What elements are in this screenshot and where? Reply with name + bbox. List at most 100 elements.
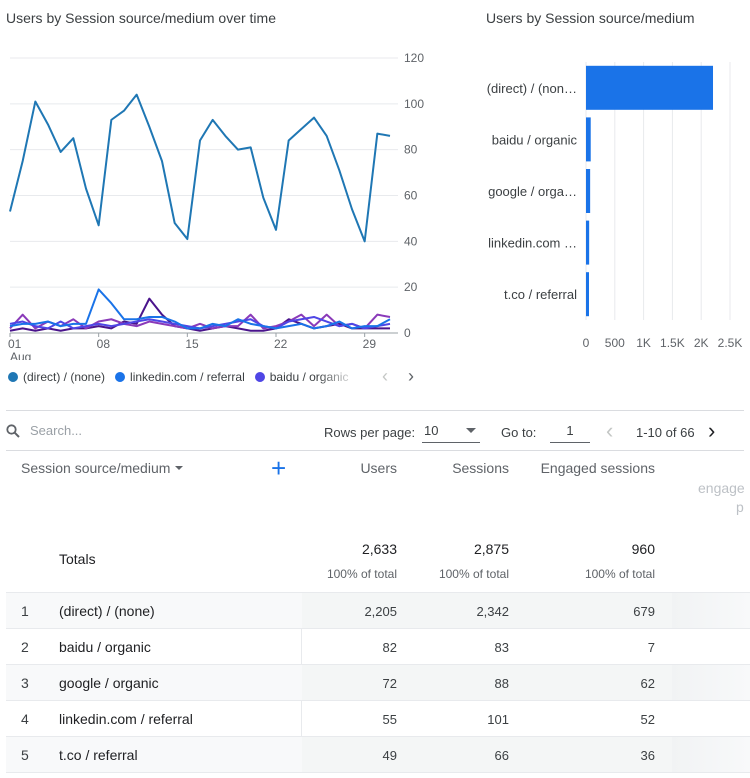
row-clip-shade <box>672 593 750 628</box>
row-clip-shade <box>672 665 750 700</box>
chevron-left-icon[interactable]: ‹ <box>382 367 388 385</box>
legend-label: linkedin.com / referral <box>130 370 245 384</box>
dimension-header[interactable]: Session source/medium <box>21 460 183 476</box>
search-box[interactable] <box>6 422 148 439</box>
table-row[interactable]: 3 google / organic 72 88 62 <box>6 664 750 700</box>
row-engaged-sessions: 7 <box>536 640 655 655</box>
category-label: linkedin.com … <box>488 236 577 251</box>
line-chart-title: Users by Session source/medium over time <box>6 10 276 26</box>
row-users: 72 <box>302 676 397 691</box>
series-line <box>10 315 390 329</box>
caret-down-icon <box>466 428 476 433</box>
row-number: 1 <box>21 603 29 619</box>
rows-per-page-label: Rows per page: <box>324 425 415 440</box>
total-percent: 100% of total <box>406 567 509 581</box>
column-header-sessions[interactable]: Sessions <box>430 460 509 476</box>
page-range: 1-10 of 66 <box>636 425 695 440</box>
row-number: 4 <box>21 711 29 727</box>
rows-per-page-value: 10 <box>424 423 438 438</box>
clipped-header-line: engage <box>698 480 750 496</box>
section-divider <box>6 410 744 411</box>
bar <box>586 221 589 265</box>
x-tick-label: 500 <box>605 336 625 350</box>
column-header-users[interactable]: Users <box>320 460 397 476</box>
row-number: 2 <box>21 639 29 655</box>
row-sessions: 88 <box>406 676 509 691</box>
dimension-header-label: Session source/medium <box>21 460 170 476</box>
total-percent: 100% of total <box>296 567 397 581</box>
row-dimension: google / organic <box>59 675 159 691</box>
y-tick-label: 60 <box>404 189 418 203</box>
row-users: 49 <box>302 748 397 763</box>
bar <box>586 169 590 213</box>
row-number: 5 <box>21 747 29 763</box>
chevron-right-icon[interactable]: › <box>708 418 715 444</box>
x-tick-label: 1K <box>636 336 651 350</box>
legend-fade <box>318 368 358 386</box>
row-clip-shade <box>672 737 750 772</box>
y-tick-label: 100 <box>404 97 424 111</box>
bar <box>586 272 589 316</box>
category-label: google / orga… <box>488 184 577 199</box>
column-header-engaged-sessions[interactable]: Engaged sessions <box>525 460 655 476</box>
toolbar-divider <box>6 450 744 451</box>
x-tick-label: 15 <box>185 337 199 351</box>
table-row[interactable]: 5 t.co / referral 49 66 36 <box>6 736 750 772</box>
bar-chart-title: Users by Session source/medium <box>486 10 695 26</box>
table-toolbar: Rows per page: 10 Go to: 1 ‹ 1-10 of 66 … <box>6 416 744 448</box>
totals-row: Totals 2,633 100% of total 2,875 100% of… <box>6 526 750 591</box>
clipped-column-header: engage p <box>680 478 750 522</box>
x-tick-label: 2K <box>694 336 709 350</box>
category-label: baidu / organic <box>492 132 578 147</box>
search-icon <box>6 424 20 438</box>
y-tick-label: 0 <box>404 326 411 340</box>
total-value: 2,633 <box>296 541 397 557</box>
line-chart: 120 100 80 60 40 20 0 01 08 15 22 29 Aug <box>0 40 440 360</box>
goto-label: Go to: <box>501 425 536 440</box>
x-tick-label: 08 <box>97 337 111 351</box>
add-dimension-button[interactable]: + <box>271 455 286 481</box>
x-tick-label: 1.5K <box>660 336 685 350</box>
bar <box>586 117 591 161</box>
total-users: 2,633 100% of total <box>296 541 397 581</box>
goto-input[interactable]: 1 <box>550 419 590 443</box>
bar <box>586 66 713 110</box>
total-value: 960 <box>536 541 655 557</box>
x-tick-label: 01 <box>8 337 22 351</box>
legend-dot <box>8 372 18 382</box>
row-sessions: 101 <box>406 712 509 727</box>
row-dimension: t.co / referral <box>59 747 138 763</box>
chevron-left-icon[interactable]: ‹ <box>606 418 613 444</box>
table-row[interactable]: 4 linkedin.com / referral 55 101 52 <box>6 700 750 736</box>
row-engaged-sessions: 62 <box>536 676 655 691</box>
row-dimension: baidu / organic <box>59 639 151 655</box>
x-month-label: Aug <box>10 350 31 360</box>
legend-item-linkedin[interactable]: linkedin.com / referral <box>115 370 245 384</box>
rows-per-page-select[interactable]: 10 <box>422 419 480 443</box>
totals-label: Totals <box>59 551 96 567</box>
row-users: 55 <box>302 712 397 727</box>
table-row[interactable]: 1 (direct) / (none) 2,205 2,342 679 <box>6 592 750 628</box>
row-sessions: 83 <box>406 640 509 655</box>
table-bottom-border <box>6 772 750 773</box>
row-engaged-sessions: 52 <box>536 712 655 727</box>
clipped-header-line: p <box>736 499 750 515</box>
total-percent: 100% of total <box>536 567 655 581</box>
x-tick-label: 0 <box>583 336 590 350</box>
x-tick-label: 2.5K <box>718 336 743 350</box>
row-number: 3 <box>21 675 29 691</box>
y-tick-label: 20 <box>404 280 418 294</box>
table-row[interactable]: 2 baidu / organic 82 83 7 <box>6 628 750 664</box>
row-engaged-sessions: 679 <box>536 604 655 619</box>
legend-dot <box>255 372 265 382</box>
bar-chart: (direct) / (non… baidu / organic google / … <box>470 40 750 360</box>
caret-down-icon <box>175 466 183 470</box>
chevron-right-icon[interactable]: › <box>408 367 414 385</box>
y-tick-label: 40 <box>404 234 418 248</box>
total-engaged-sessions: 960 100% of total <box>536 541 655 581</box>
legend-item-direct[interactable]: (direct) / (none) <box>8 370 105 384</box>
search-input[interactable] <box>28 422 148 439</box>
row-dimension: (direct) / (none) <box>59 603 155 619</box>
row-sessions: 2,342 <box>406 604 509 619</box>
total-sessions: 2,875 100% of total <box>406 541 509 581</box>
